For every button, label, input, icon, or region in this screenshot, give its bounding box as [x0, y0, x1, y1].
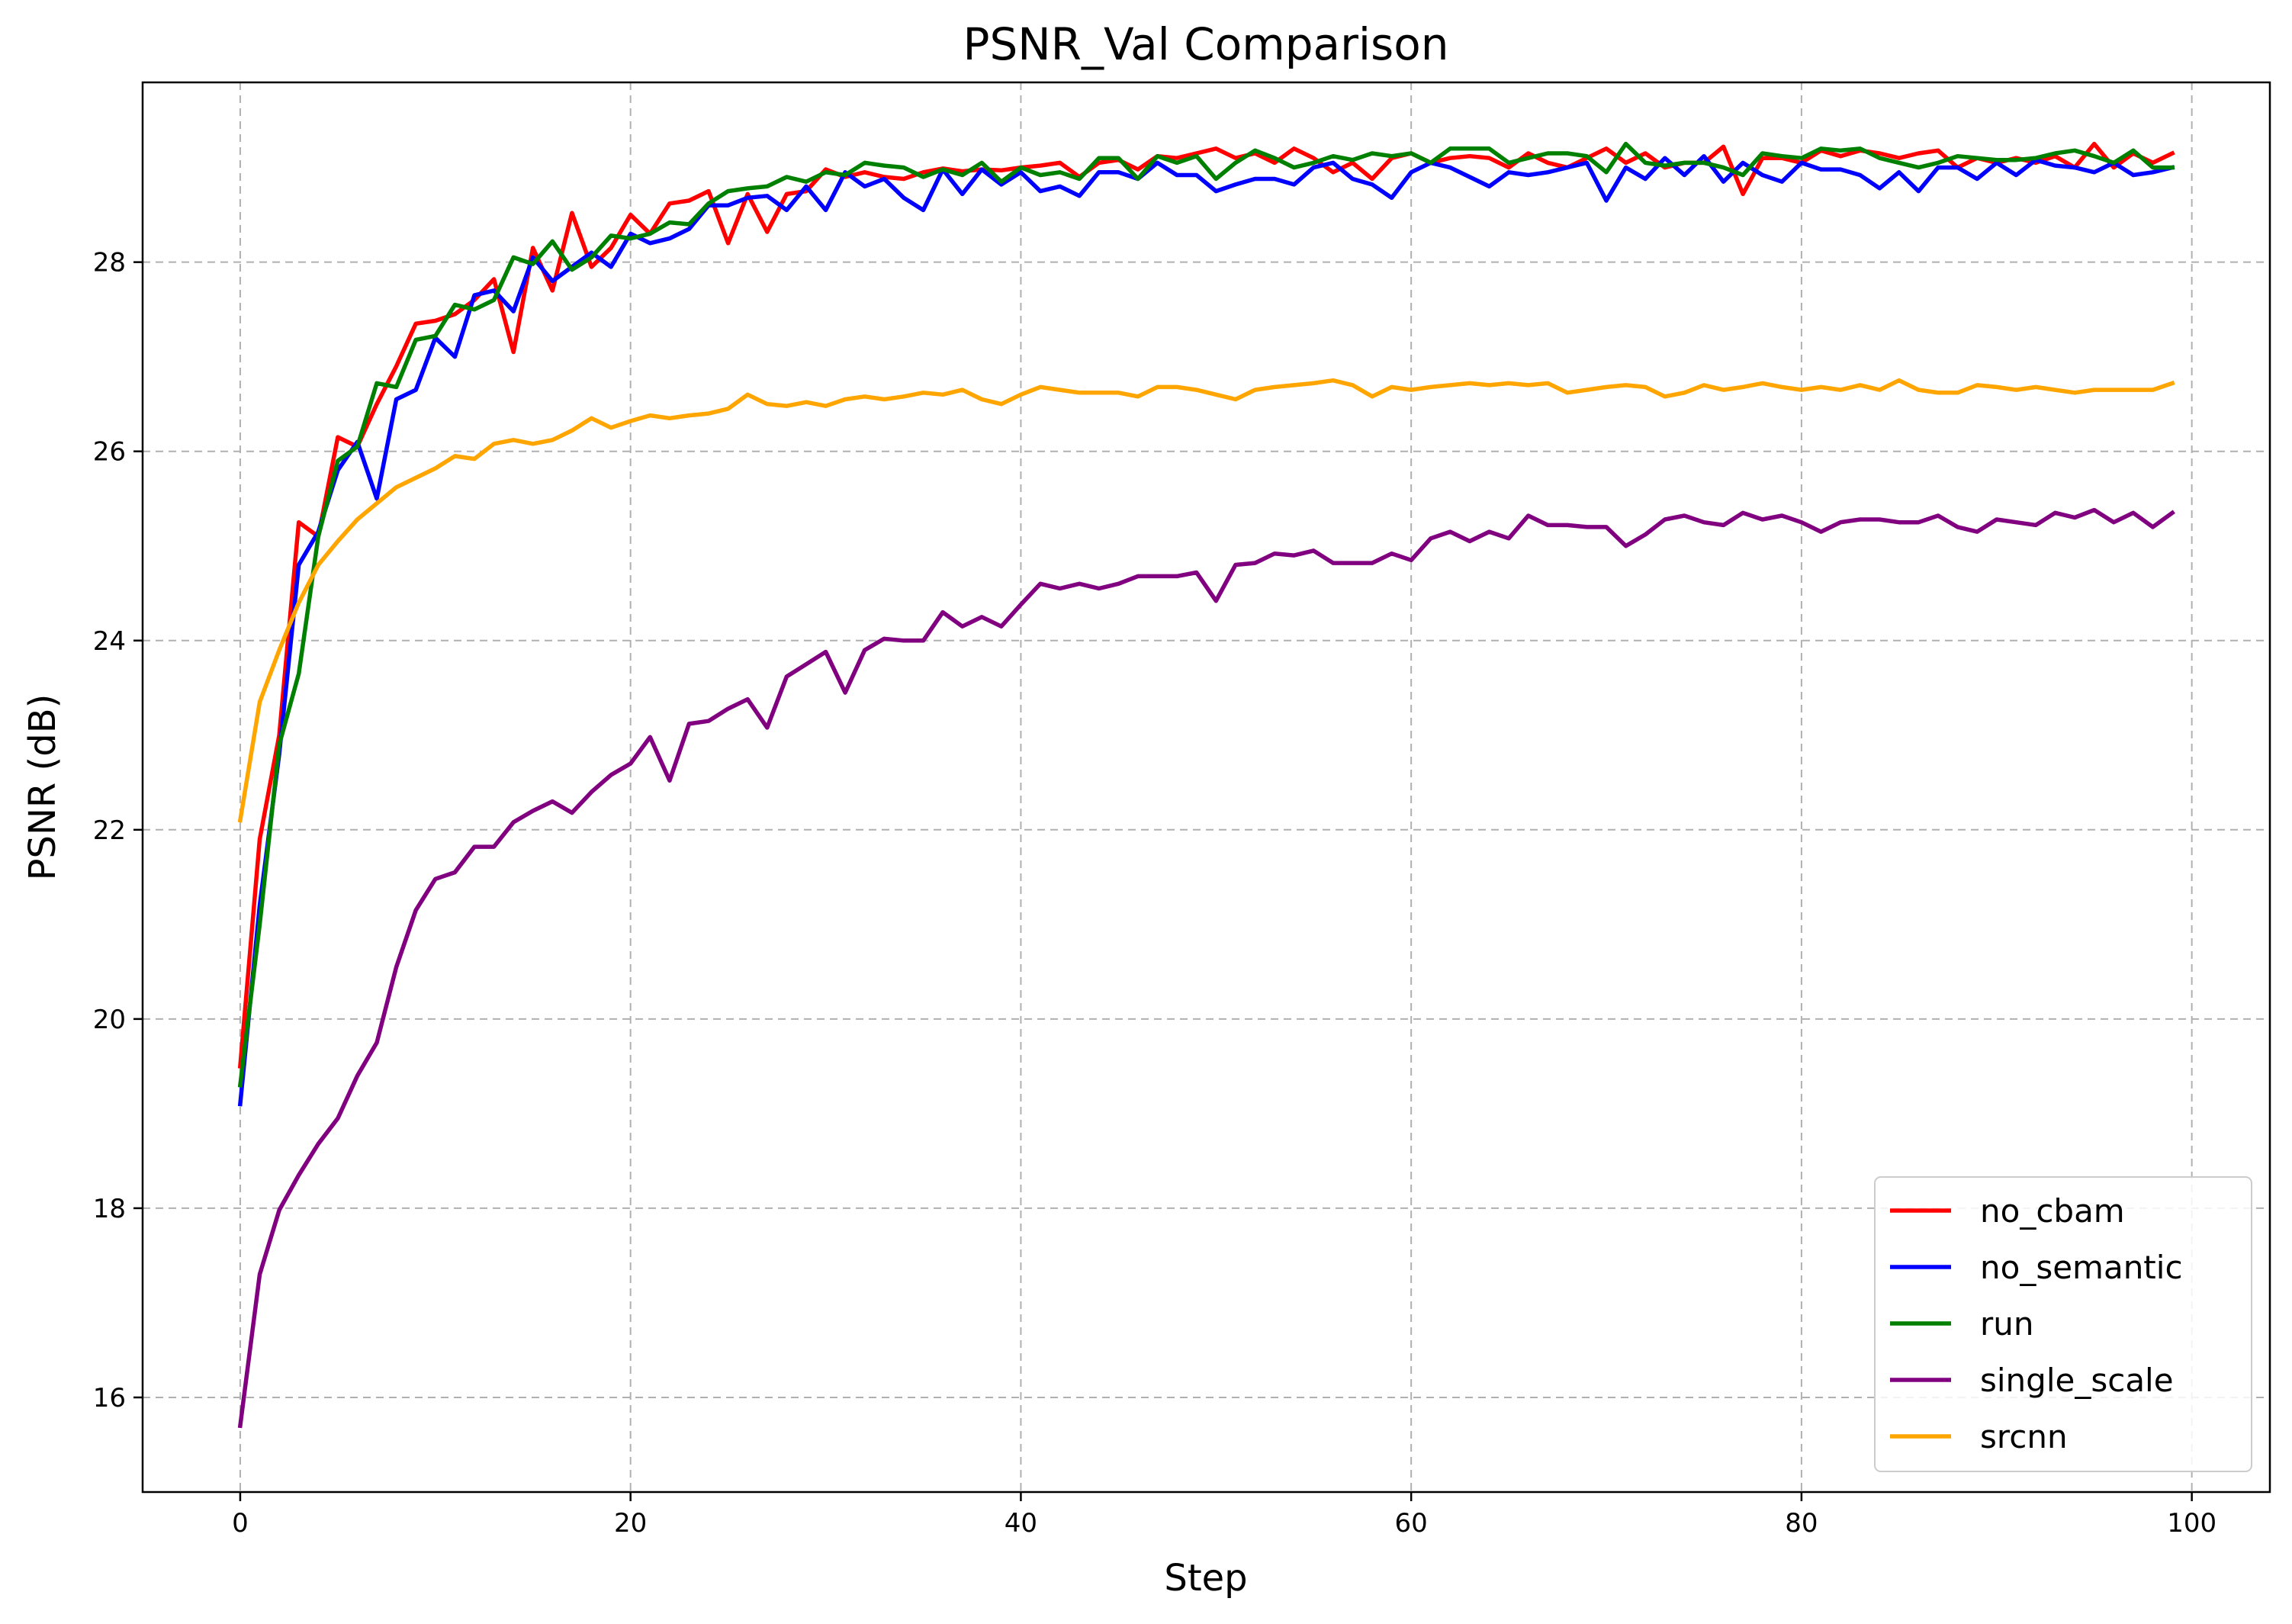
y-tick-label: 24 — [93, 626, 126, 657]
plot-frame — [141, 81, 2271, 1494]
y-tick-label: 18 — [93, 1194, 126, 1224]
y-tick-label: 22 — [93, 815, 126, 846]
x-axis-label: Step — [1164, 1557, 1247, 1600]
series-line-no-cbam — [237, 141, 2175, 1069]
series-line-no-semantic — [237, 153, 2175, 1107]
y-tick-label: 20 — [93, 1005, 126, 1035]
y-tick-label: 28 — [93, 248, 126, 278]
legend-label: srcnn — [1980, 1418, 2068, 1455]
series-line-run — [237, 141, 2175, 1088]
y-tick-label: 26 — [93, 437, 126, 468]
x-axis: 0 20 40 60 80 100 — [232, 1492, 2216, 1539]
legend-box — [1874, 1176, 2252, 1472]
y-axis: 16 18 20 22 24 26 28 — [93, 248, 143, 1413]
y-axis-label: PSNR (dB) — [21, 694, 64, 881]
series-line-single-scale — [237, 507, 2175, 1429]
legend-label: single_scale — [1980, 1362, 2174, 1399]
grid — [143, 82, 2270, 1492]
x-tick-label: 40 — [1005, 1508, 1037, 1539]
x-tick-label: 100 — [2167, 1508, 2216, 1539]
x-tick-label: 60 — [1395, 1508, 1428, 1539]
legend-label: no_semantic — [1980, 1249, 2183, 1286]
x-tick-label: 20 — [614, 1508, 647, 1539]
x-tick-label: 0 — [232, 1508, 249, 1539]
chart-title: PSNR_Val Comparison — [963, 18, 1448, 70]
x-tick-label: 80 — [1785, 1508, 1818, 1539]
series-line-srcnn — [237, 378, 2175, 823]
series-lines — [237, 141, 2175, 1429]
y-tick-label: 16 — [93, 1383, 126, 1413]
legend-label: run — [1980, 1305, 2034, 1343]
legend-label: no_cbam — [1980, 1192, 2125, 1230]
